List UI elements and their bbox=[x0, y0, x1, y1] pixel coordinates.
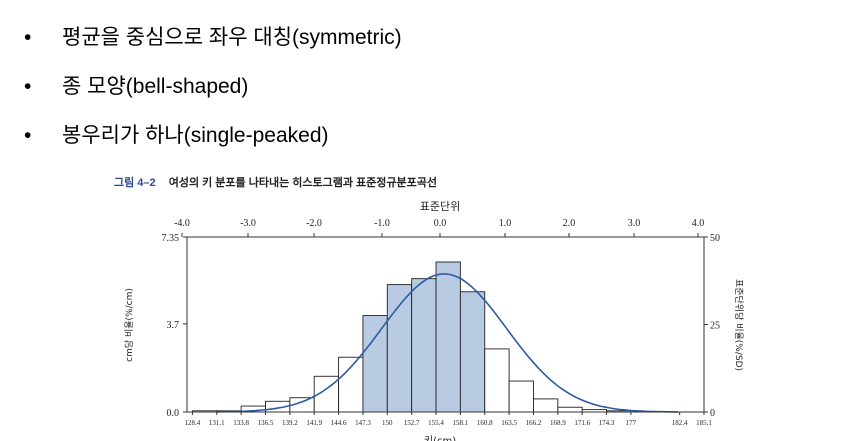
x-tick-label: 177 bbox=[626, 419, 637, 427]
x-tick-label: 182.4 bbox=[672, 419, 688, 427]
right-tick-label: 0 bbox=[710, 408, 715, 419]
x-tick-label: 163.5 bbox=[501, 419, 517, 427]
x-tick-label: 133.8 bbox=[233, 419, 249, 427]
top-tick-label: 1.0 bbox=[499, 218, 512, 229]
x-tick-label: 147.3 bbox=[355, 419, 371, 427]
x-tick-label: 185.1 bbox=[696, 419, 712, 427]
top-tick-label: 3.0 bbox=[628, 218, 641, 229]
figure-caption: 그림 4–2 여성의 키 분포를 나타내는 히스토그램과 표준정규분포곡선 bbox=[114, 174, 437, 190]
right-axis-label: 표준단위당 비율(%/SD) bbox=[733, 279, 744, 371]
labels-group: -4.0 -3.0 -2.0 -1.0 0.0 1.0 2.0 3.0 4.0 표준단위 7.35 3… bbox=[124, 200, 744, 441]
x-tick-label: 150 bbox=[382, 419, 393, 427]
top-tick-label: 0.0 bbox=[434, 218, 447, 229]
curve-group bbox=[215, 273, 678, 413]
top-tick-label: 4.0 bbox=[692, 218, 705, 229]
x-tick-label: 174.3 bbox=[599, 419, 615, 427]
x-tick-label: 136.5 bbox=[258, 419, 274, 427]
x-tick-label: 139.2 bbox=[282, 419, 298, 427]
x-tick-label: 141.9 bbox=[306, 419, 322, 427]
histogram-bar bbox=[533, 398, 559, 413]
bars-group bbox=[191, 261, 632, 413]
x-tick-label: 152.7 bbox=[404, 419, 420, 427]
left-tick-label: 0.0 bbox=[167, 408, 180, 419]
left-tick-label: 3.7 bbox=[167, 320, 180, 331]
x-tick-label: 166.2 bbox=[526, 419, 542, 427]
x-tick-label: 158.1 bbox=[453, 419, 469, 427]
x-tick-label: 171.6 bbox=[574, 419, 590, 427]
histogram-bar bbox=[484, 348, 510, 413]
bullet-marker: • bbox=[24, 124, 32, 147]
histogram-bar bbox=[435, 261, 461, 413]
figure-number: 그림 4–2 bbox=[114, 177, 156, 189]
frame-group bbox=[186, 236, 705, 413]
x-tick-label: 155.4 bbox=[428, 419, 444, 427]
top-tick-label: -4.0 bbox=[174, 218, 190, 229]
top-tick-label: 2.0 bbox=[563, 218, 576, 229]
x-tick-label: 168.9 bbox=[550, 419, 566, 427]
bullet-text: 평균을 중심으로 좌우 대칭(symmetric) bbox=[62, 26, 402, 49]
x-tick-label: 160.8 bbox=[477, 419, 493, 427]
left-tick-label: 7.35 bbox=[162, 233, 180, 244]
x-tick-label: 128.4 bbox=[185, 419, 201, 427]
top-tick-label: -1.0 bbox=[374, 218, 390, 229]
bullet-text: 봉우리가 하나(single-peaked) bbox=[62, 124, 329, 147]
histogram-bar bbox=[386, 284, 413, 413]
histogram-bar bbox=[411, 278, 437, 413]
top-tick-label: -3.0 bbox=[240, 218, 256, 229]
x-tick-label: 144.6 bbox=[331, 419, 347, 427]
top-axis-label: 표준단위 bbox=[420, 200, 460, 213]
x-axis-label: 키(cm) bbox=[424, 435, 456, 441]
normal-curve bbox=[215, 273, 678, 413]
ticks-group bbox=[181, 233, 708, 415]
histogram-bar bbox=[362, 315, 388, 413]
bullet-marker: • bbox=[24, 75, 32, 98]
histogram-bar bbox=[508, 380, 534, 413]
left-axis-label: cm당 비율(%/cm) bbox=[124, 288, 135, 362]
right-tick-label: 50 bbox=[710, 233, 720, 244]
top-tick-label: -2.0 bbox=[306, 218, 322, 229]
x-tick-label: 131.1 bbox=[209, 419, 225, 427]
figure-title: 여성의 키 분포를 나타내는 히스토그램과 표준정규분포곡선 bbox=[168, 177, 437, 189]
right-tick-label: 25 bbox=[710, 321, 720, 332]
histogram-bar bbox=[338, 356, 364, 413]
bullet-text: 종 모양(bell-shaped) bbox=[62, 75, 249, 98]
histogram-bar bbox=[557, 406, 583, 413]
bullet-marker: • bbox=[24, 26, 32, 49]
histogram-bar bbox=[459, 291, 486, 413]
